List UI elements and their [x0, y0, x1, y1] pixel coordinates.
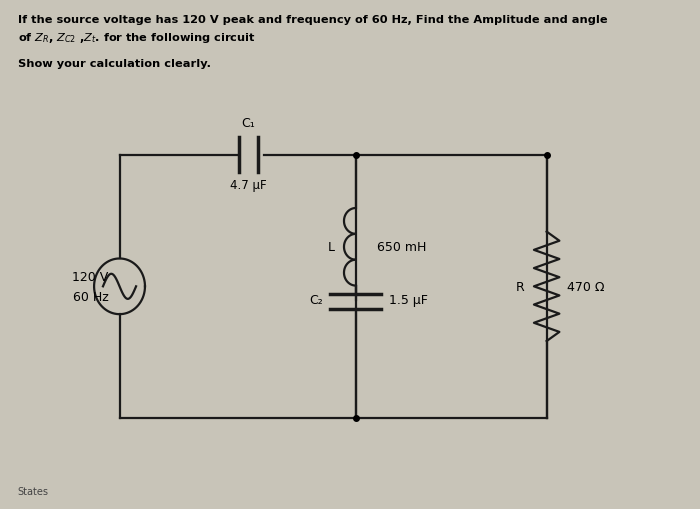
Text: States: States [18, 486, 49, 496]
Text: C₁: C₁ [241, 117, 255, 129]
Text: 120 V: 120 V [72, 270, 108, 284]
Text: Show your calculation clearly.: Show your calculation clearly. [18, 59, 211, 69]
Text: 470 Ω: 470 Ω [567, 280, 604, 293]
Text: 650 mH: 650 mH [377, 241, 426, 254]
Text: 60 Hz: 60 Hz [73, 290, 108, 303]
Text: of $Z_R$, $Z_{C2}$ ,$Z_t$. for the following circuit: of $Z_R$, $Z_{C2}$ ,$Z_t$. for the follo… [18, 31, 255, 45]
Text: C₂: C₂ [309, 293, 323, 306]
Text: 4.7 μF: 4.7 μF [230, 179, 267, 192]
Text: 1.5 μF: 1.5 μF [389, 293, 428, 306]
Text: If the source voltage has 120 V peak and frequency of 60 Hz, Find the Amplitude : If the source voltage has 120 V peak and… [18, 15, 608, 25]
Text: R: R [516, 280, 525, 293]
Text: L: L [328, 241, 335, 254]
